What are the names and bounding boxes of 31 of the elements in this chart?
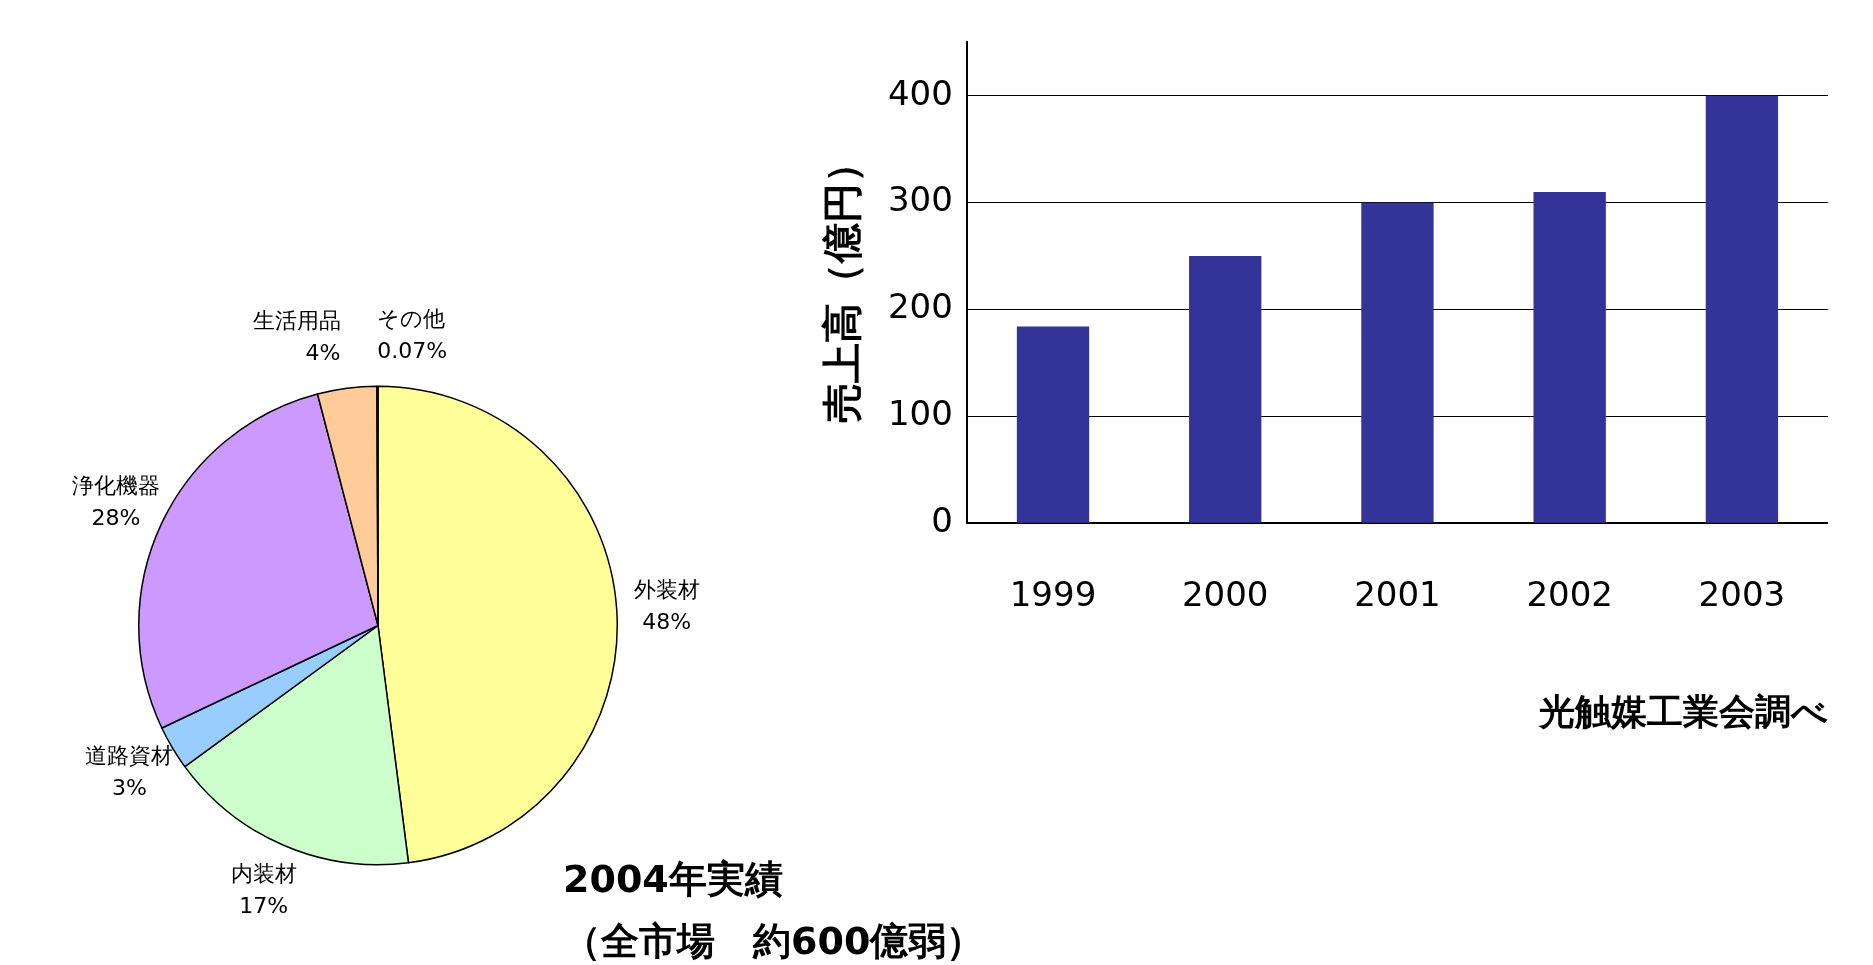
bar: [1189, 256, 1262, 523]
slice-label: 生活用品: [252, 308, 341, 334]
data-label: 48%: [642, 608, 692, 634]
y-axis-title: 売上高（億円）: [819, 142, 866, 423]
text: 光触媒工業会調べ: [1539, 690, 1828, 734]
data-label: 0.07%: [377, 337, 448, 363]
text: 2004年実績: [563, 856, 784, 903]
y-tick-label: 100: [887, 393, 953, 434]
x-tick-label: 2000: [1181, 574, 1269, 615]
data-label: 4%: [305, 340, 341, 366]
slice-label: 浄化機器: [71, 473, 160, 499]
text: （全市場 約600億弱）: [563, 918, 985, 965]
x-tick-label: 2002: [1526, 574, 1613, 615]
y-tick-label: 0: [931, 500, 953, 541]
slice-label: 道路資材: [85, 743, 174, 769]
slice-label: 外装材: [633, 576, 700, 602]
slice-label: 内装材: [230, 860, 297, 886]
y-tick-label: 400: [887, 72, 953, 113]
data-label: 3%: [112, 775, 147, 801]
bar: [1361, 202, 1434, 523]
bar: [1016, 326, 1090, 523]
x-tick-label: 2003: [1698, 574, 1786, 615]
x-tick-label: 2001: [1354, 574, 1441, 615]
bar: [1705, 95, 1779, 523]
bar: [1533, 191, 1606, 523]
x-tick-label: 1999: [1009, 574, 1097, 615]
y-tick-label: 200: [887, 286, 953, 327]
data-label: 28%: [91, 505, 141, 531]
y-tick-label: 300: [887, 179, 953, 220]
data-label: 17%: [239, 892, 289, 918]
slice-label: その他: [377, 305, 446, 331]
